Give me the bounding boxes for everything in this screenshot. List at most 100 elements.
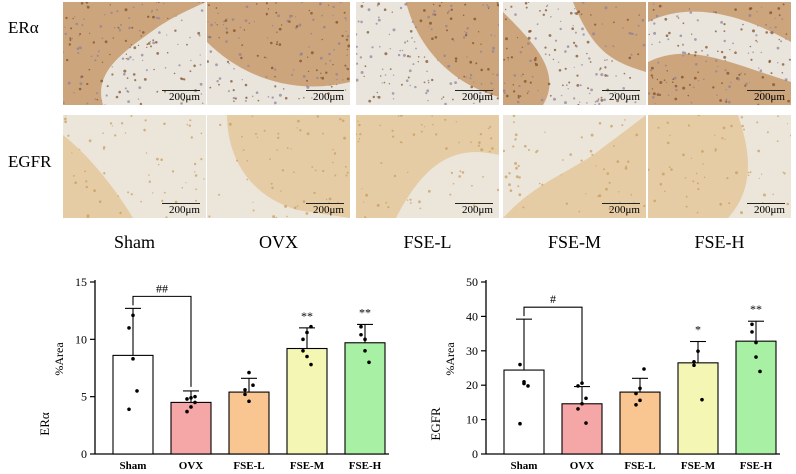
data-point [750, 330, 754, 334]
significance-stars: * [695, 323, 701, 337]
significance-stars: ** [750, 302, 762, 316]
y-tick-label: 5 [81, 390, 87, 404]
group-label-fse-l: FSE-L [403, 232, 452, 252]
data-point [642, 367, 646, 371]
y-tick-label: 40 [466, 309, 478, 323]
scale-bar-label: 200μm [455, 90, 493, 103]
data-point [634, 403, 638, 407]
scale-bar-label: 200μm [602, 90, 640, 103]
data-point [522, 379, 526, 384]
group-label-fse-m: FSE-M [547, 232, 601, 252]
bar-fse-m [286, 347, 328, 455]
data-point [247, 399, 251, 404]
data-point [758, 369, 762, 374]
data-point [305, 330, 309, 335]
micrograph-er-alpha-ovx: 200μm [207, 2, 350, 105]
micrograph-egfr-fsel: 200μm [356, 115, 499, 218]
row-label-egfr: EGFR [8, 152, 52, 171]
data-point [131, 357, 135, 361]
data-point [638, 398, 642, 403]
data-point [309, 362, 313, 367]
data-point [580, 401, 584, 406]
bar-fse-l [619, 391, 661, 455]
data-point [305, 354, 309, 359]
data-point [367, 360, 371, 365]
data-point [696, 349, 700, 353]
data-point [301, 337, 305, 342]
y-axis-label: %Area [443, 342, 457, 376]
data-point [638, 386, 642, 391]
data-point [243, 392, 247, 397]
y-tick-label: 20 [466, 378, 478, 392]
data-point [692, 363, 696, 368]
data-point [518, 421, 522, 426]
y-tick-label: 0 [81, 447, 87, 461]
data-point [135, 389, 139, 393]
micrograph-egfr-fseh: 200μm [648, 115, 791, 218]
y-tick-label: 30 [466, 344, 478, 358]
data-point [127, 326, 131, 330]
y-tick-label: 50 [466, 275, 478, 289]
x-tick-label: Sham [120, 460, 147, 472]
x-tick-label: OVX [570, 460, 595, 472]
data-point [518, 362, 522, 367]
data-point [576, 384, 580, 388]
y-tick-label: 0 [472, 447, 478, 461]
data-point [359, 332, 363, 337]
x-tick-label: FSE-L [624, 460, 655, 472]
data-point [359, 324, 363, 329]
group-label-ovx: OVX [259, 232, 298, 252]
data-point [754, 340, 758, 345]
data-point [700, 397, 704, 402]
bar-ovx [170, 401, 212, 455]
data-point [584, 396, 588, 401]
micrograph-er-alpha-fsel: 200μm [356, 2, 499, 105]
x-tick-label: FSE-H [349, 460, 382, 472]
x-tick-label: FSE-H [740, 460, 773, 472]
micrograph-egfr-sham: 200μm [63, 115, 206, 218]
y-tick-label: 10 [75, 332, 87, 346]
x-tick-label: FSE-L [233, 460, 264, 472]
data-point [243, 387, 247, 392]
significance-stars: ** [301, 309, 313, 323]
scale-bar-label: 200μm [747, 203, 785, 216]
bar-fse-m [677, 362, 719, 455]
y-axis-marker-label: EGFR [428, 407, 443, 441]
data-point [189, 396, 193, 400]
scale-bar-label: 200μm [306, 90, 344, 103]
data-point [363, 337, 367, 342]
bracket-label: ## [156, 281, 168, 295]
data-point [193, 394, 197, 399]
scale-bar-label: 200μm [602, 203, 640, 216]
row-label-er-alpha: ERα [8, 18, 39, 37]
y-tick-label: 15 [75, 275, 87, 289]
bar-sham [112, 354, 154, 455]
bar-fse-h [344, 342, 386, 455]
data-point [251, 383, 255, 387]
significance-bracket [132, 295, 192, 387]
x-tick-label: FSE-M [290, 460, 325, 472]
significance-stars: ** [359, 305, 371, 319]
data-point [634, 391, 638, 396]
bar-fse-h [735, 340, 777, 455]
data-point [363, 349, 367, 353]
data-point [185, 397, 189, 401]
data-point [309, 324, 313, 329]
data-point [580, 381, 584, 385]
scale-bar-label: 200μm [162, 90, 200, 103]
y-tick-label: 10 [466, 413, 478, 427]
scale-bar-label: 200μm [306, 203, 344, 216]
micrograph-er-alpha-fseh: 200μm [648, 2, 791, 105]
data-point [193, 400, 197, 405]
group-label-sham: Sham [113, 232, 155, 252]
bracket-label: # [550, 292, 556, 306]
egfr-bar-chart: 0 10 20 30 40 50 EGFR %Area Sham OVX FSE-L * FSE-M **… [428, 275, 780, 472]
micrograph-egfr-fsem: 200μm [503, 115, 646, 218]
scale-bar-label: 200μm [455, 203, 493, 216]
data-point [576, 407, 580, 411]
x-tick-label: Sham [511, 460, 538, 472]
group-label-fse-h: FSE-H [694, 232, 745, 252]
data-point [185, 409, 189, 414]
x-tick-label: FSE-M [681, 460, 716, 472]
bar-ovx [561, 403, 603, 455]
